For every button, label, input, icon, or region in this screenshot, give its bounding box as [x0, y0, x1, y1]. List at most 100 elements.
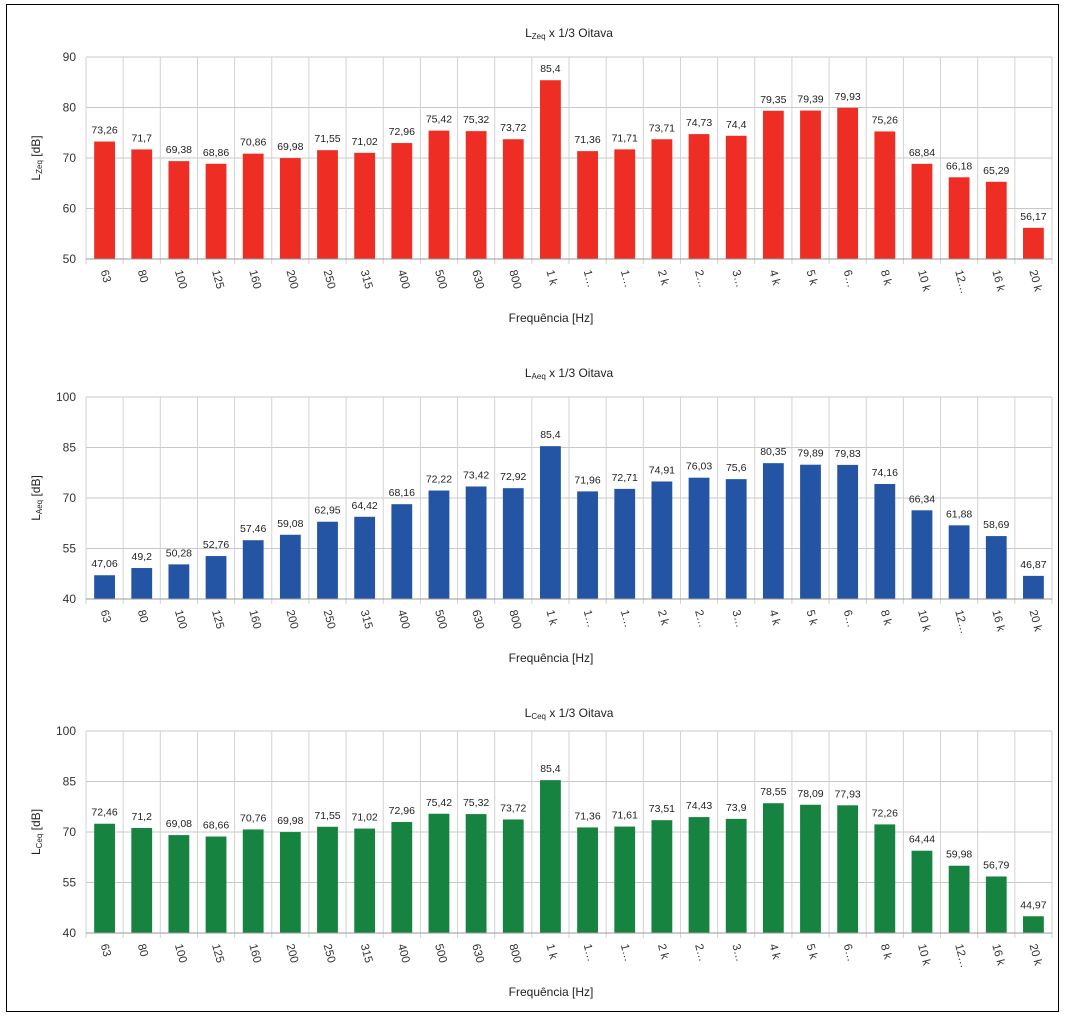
- lceq-data-label-8: 72,96: [389, 805, 415, 817]
- lceq-data-label-7: 71,02: [352, 812, 378, 824]
- lceq-y-axis-label: LCeq [dB]: [29, 809, 44, 855]
- laeq-data-label-5: 59,08: [277, 518, 303, 530]
- lceq-data-label-19: 78,09: [797, 788, 823, 800]
- laeq-data-label-0: 47,06: [91, 558, 117, 570]
- lceq-x-tick-label-7: 315: [358, 943, 375, 965]
- laeq-x-tick-label-18: 4 k: [766, 609, 782, 627]
- lzeq-bar-10: [465, 131, 487, 259]
- lzeq-x-tick-label-3: 125: [209, 269, 226, 291]
- lzeq-data-label-9: 75,42: [426, 114, 452, 126]
- laeq-data-label-2: 50,28: [166, 547, 192, 559]
- lceq-x-tick-label-11: 800: [506, 943, 523, 965]
- lzeq-bar-13: [577, 151, 598, 259]
- lzeq-bar-3: [205, 163, 227, 259]
- laeq-x-tick-label-15: 2 k: [655, 609, 671, 627]
- lzeq-x-tick-label-23: 12…: [952, 269, 970, 296]
- laeq-x-tick-label-9: 500: [432, 609, 449, 631]
- lceq-bar-13: [577, 827, 598, 933]
- lceq-y-tick-label: 55: [63, 876, 77, 890]
- laeq-data-label-8: 68,16: [389, 487, 415, 499]
- lzeq-x-tick-label-5: 200: [283, 269, 300, 291]
- lzeq-x-tick-label-17: 3…: [729, 269, 745, 289]
- lceq-x-tick-label-18: 4 k: [766, 943, 782, 961]
- lceq-data-label-20: 77,93: [835, 788, 861, 800]
- laeq-x-tick-label-20: 6…: [841, 609, 857, 629]
- lzeq-bar-6: [317, 150, 338, 259]
- laeq-data-label-13: 71,96: [574, 474, 600, 486]
- lceq-x-tick-label-6: 250: [321, 943, 338, 965]
- laeq-data-label-1: 49,2: [132, 551, 153, 563]
- chart-lceq-svg: LCeq x 1/3 Oitava 40 55 70 85 100 72,46 63 71,2 8…: [29, 706, 1053, 999]
- lzeq-data-label-11: 73,72: [500, 122, 526, 134]
- lceq-data-label-1: 71,2: [132, 811, 153, 823]
- laeq-x-tick-label-7: 315: [358, 609, 375, 631]
- laeq-bar-14: [614, 488, 636, 599]
- lzeq-data-label-8: 72,96: [389, 126, 415, 138]
- lzeq-bar-9: [428, 130, 450, 259]
- laeq-chart-title: LAeq x 1/3 Oitava: [525, 366, 614, 381]
- lzeq-bar-25: [1023, 227, 1044, 259]
- lzeq-y-axis-label: LZeq [dB]: [29, 135, 44, 180]
- lzeq-bar-4: [242, 153, 264, 259]
- laeq-y-axis-label: LAeq [dB]: [29, 475, 44, 521]
- lzeq-bar-16: [688, 134, 710, 259]
- lzeq-x-tick-label-2: 100: [172, 269, 189, 291]
- laeq-bar-19: [800, 464, 821, 599]
- lceq-bar-17: [725, 818, 747, 933]
- lceq-bar-10: [465, 814, 487, 933]
- lzeq-x-tick-label-21: 8 k: [878, 269, 894, 287]
- lceq-bar-20: [837, 805, 859, 933]
- laeq-x-tick-label-21: 8 k: [878, 609, 894, 627]
- laeq-bar-22: [911, 510, 933, 599]
- lceq-x-tick-label-20: 6…: [841, 943, 857, 963]
- lceq-data-label-25: 44,97: [1020, 899, 1046, 911]
- laeq-y-tick-label: 55: [63, 542, 77, 556]
- laeq-y-tick-label: 85: [63, 441, 77, 455]
- laeq-data-label-25: 46,87: [1020, 559, 1046, 571]
- lzeq-chart-title: LZeq x 1/3 Oitava: [525, 26, 613, 41]
- lceq-x-tick-label-19: 5 k: [804, 943, 820, 961]
- lceq-x-tick-label-15: 2 k: [655, 943, 671, 961]
- laeq-data-label-16: 76,03: [686, 461, 712, 473]
- lceq-data-label-0: 72,46: [91, 807, 117, 819]
- lceq-x-tick-label-17: 3…: [729, 943, 745, 963]
- lceq-y-tick-label: 70: [63, 825, 77, 839]
- chart-lceq: LCeq x 1/3 Oitava 40 55 70 85 100 72,46 63 71,2 8…: [0, 680, 1067, 1018]
- lzeq-data-label-22: 68,84: [909, 147, 935, 159]
- laeq-bar-16: [688, 477, 710, 599]
- lzeq-data-label-20: 79,93: [835, 91, 861, 103]
- laeq-data-label-20: 79,83: [835, 448, 861, 460]
- lceq-bar-22: [911, 850, 933, 933]
- lceq-data-label-11: 73,72: [500, 802, 526, 814]
- lceq-bar-4: [242, 829, 264, 933]
- laeq-x-tick-label-23: 12…: [952, 609, 970, 636]
- lceq-x-tick-label-3: 125: [209, 943, 226, 965]
- laeq-bar-4: [242, 540, 264, 599]
- laeq-bar-6: [317, 521, 338, 599]
- lceq-bar-14: [614, 826, 636, 933]
- lzeq-data-label-4: 70,86: [240, 137, 266, 149]
- lceq-data-label-23: 59,98: [946, 849, 972, 861]
- laeq-x-tick-label-12: 1 k: [544, 609, 560, 627]
- lzeq-bar-18: [762, 110, 784, 259]
- lceq-bar-6: [317, 826, 338, 933]
- lceq-data-label-22: 64,44: [909, 834, 935, 846]
- chart-laeq-svg: LAeq x 1/3 Oitava 40 55 70 85 100 47,06 63 49,2 8…: [29, 366, 1053, 665]
- laeq-bar-13: [577, 491, 598, 599]
- laeq-data-label-11: 72,92: [500, 471, 526, 483]
- lceq-bar-21: [874, 824, 896, 933]
- lceq-data-label-16: 74,43: [686, 800, 712, 812]
- laeq-data-label-21: 74,16: [872, 467, 898, 479]
- lceq-data-label-3: 68,66: [203, 820, 229, 832]
- laeq-data-label-10: 73,42: [463, 469, 489, 481]
- laeq-bar-24: [985, 536, 1007, 599]
- laeq-x-tick-label-19: 5 k: [804, 609, 820, 627]
- lzeq-bar-0: [94, 141, 115, 259]
- lceq-bar-7: [354, 828, 376, 933]
- lceq-data-label-24: 56,79: [983, 859, 1009, 871]
- laeq-x-tick-label-14: 1…: [618, 609, 634, 629]
- laeq-x-tick-label-10: 630: [469, 609, 486, 631]
- laeq-x-axis-label: Frequência [Hz]: [509, 651, 594, 665]
- lceq-bar-25: [1023, 916, 1044, 933]
- laeq-x-tick-label-3: 125: [209, 609, 226, 631]
